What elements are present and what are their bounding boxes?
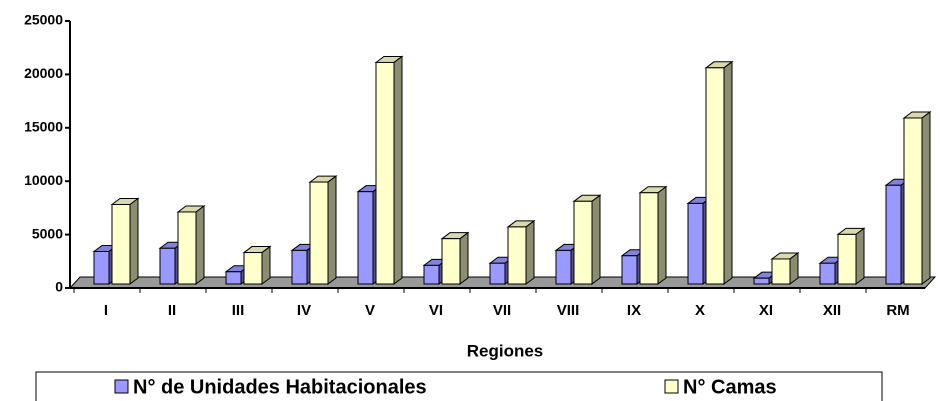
- x-tick-label: IX: [627, 302, 641, 319]
- legend-swatch: [664, 379, 679, 394]
- bar: [837, 233, 857, 285]
- bar: [93, 250, 110, 285]
- bar: [357, 191, 374, 285]
- bar: [489, 262, 506, 285]
- bar-side: [327, 175, 337, 285]
- bar-side: [459, 231, 469, 285]
- bar: [225, 271, 242, 285]
- bar: [903, 117, 923, 285]
- x-tick-label: X: [695, 302, 705, 319]
- legend-label: N° de Unidades Habitacionales: [133, 376, 427, 398]
- bar: [621, 255, 638, 285]
- bar-side: [129, 197, 139, 285]
- bar: [705, 67, 725, 285]
- bar-side: [657, 185, 667, 285]
- bar: [687, 202, 704, 285]
- bar: [159, 247, 176, 285]
- bar: [111, 203, 131, 285]
- y-tick-label: 0: [55, 279, 63, 295]
- legend-box: [35, 371, 883, 401]
- x-tick-label: VIII: [557, 302, 580, 319]
- y-tick-label: 20000: [24, 65, 63, 81]
- x-tick-label: I: [104, 302, 108, 319]
- x-tick-label: RM: [886, 302, 909, 319]
- bar: [819, 262, 836, 285]
- y-tick-label: 25000: [24, 12, 63, 28]
- x-tick-label: IV: [297, 302, 311, 319]
- bar: [441, 238, 461, 285]
- bar-side: [525, 219, 535, 285]
- bar: [573, 200, 593, 285]
- x-axis-title: Regiones: [467, 341, 544, 360]
- bar: [243, 252, 263, 285]
- bar-side: [195, 204, 205, 285]
- bar-side: [591, 194, 601, 285]
- x-tick-label: II: [168, 302, 176, 319]
- legend-swatch: [114, 379, 129, 394]
- y-tick-label: 15000: [24, 119, 63, 135]
- bar: [177, 211, 197, 285]
- bar-side: [393, 55, 403, 285]
- bar-side: [855, 227, 865, 285]
- bar: [507, 226, 527, 285]
- x-tick-label: XII: [823, 302, 841, 319]
- bar: [309, 181, 329, 285]
- y-tick-label: 10000: [24, 172, 63, 188]
- bar: [753, 277, 770, 285]
- bar: [639, 192, 659, 285]
- bar: [423, 264, 440, 285]
- bar: [375, 61, 395, 285]
- legend-label: N° Camas: [683, 376, 777, 398]
- x-tick-label: VI: [429, 302, 443, 319]
- x-tick-label: XI: [759, 302, 773, 319]
- x-tick-label: VII: [493, 302, 511, 319]
- bar-side: [723, 60, 733, 285]
- bar: [555, 249, 572, 285]
- bar: [771, 258, 791, 285]
- y-tick-label: 5000: [32, 225, 63, 241]
- x-tick-label: III: [232, 302, 245, 319]
- bar: [885, 184, 902, 285]
- bar-side: [261, 245, 271, 285]
- bar-side: [789, 251, 799, 285]
- bar-side: [921, 110, 931, 285]
- x-tick-label: V: [365, 302, 375, 319]
- bar: [291, 249, 308, 285]
